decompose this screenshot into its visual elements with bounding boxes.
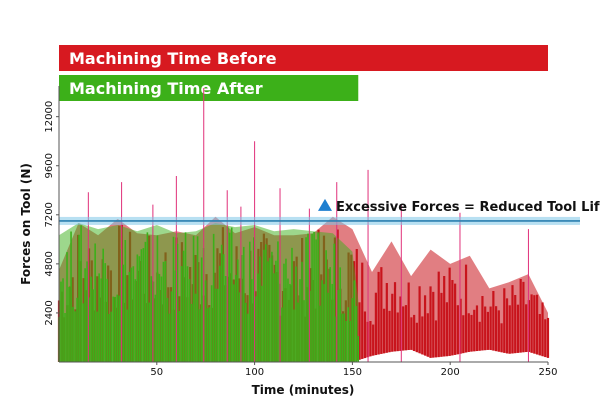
threshold-marker-icon <box>318 198 332 211</box>
time-bar-after <box>59 75 359 101</box>
x-tick-label: 100 <box>245 367 264 378</box>
x-tick-label: 200 <box>441 367 460 378</box>
plot-area <box>57 88 550 362</box>
y-tick-label: 9600 <box>44 153 55 178</box>
threshold-layer: Excessive Forces = Reduced Tool Life <box>59 198 600 225</box>
x-axis-title: Time (minutes) <box>252 383 355 397</box>
y-tick-label: 12000 <box>44 101 55 133</box>
threshold-annotation: Excessive Forces = Reduced Tool Life <box>336 200 600 215</box>
y-tick-label: 4800 <box>44 251 55 276</box>
time-bar-label-before: Machining Time Before <box>69 49 277 68</box>
x-tick-label: 50 <box>150 367 163 378</box>
y-axis-title: Forces on Tool (N) <box>19 163 33 285</box>
time-bars-layer: Machining Time Before Machining Time Afte… <box>59 45 548 101</box>
y-tick-label: 7200 <box>44 202 55 227</box>
force-series-2 <box>87 88 529 362</box>
x-tick-label: 150 <box>343 367 362 378</box>
x-tick-label: 250 <box>538 367 557 378</box>
force-series-1 <box>58 223 360 362</box>
axes-layer: 50 100 150 200 250 2400 4800 7200 9600 12000 <box>44 86 558 378</box>
time-bar-label-after: Machining Time After <box>69 79 263 98</box>
y-tick-label: 2400 <box>44 300 55 325</box>
time-bar-before <box>59 45 548 71</box>
